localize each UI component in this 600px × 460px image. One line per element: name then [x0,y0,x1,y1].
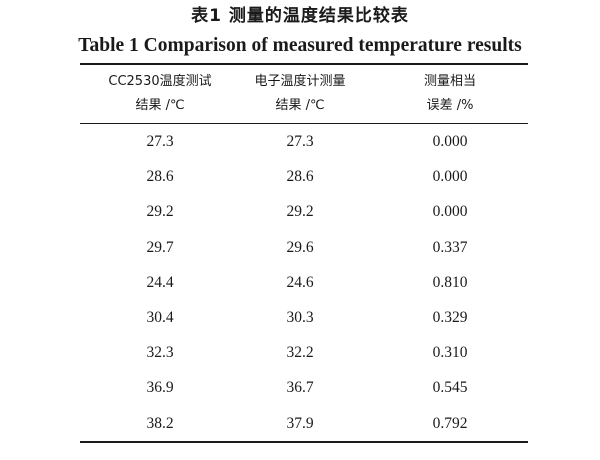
header-error-line2: 误差 /% [426,98,474,113]
cell-error: 0.337 [432,238,468,256]
cell-cc2530: 29.7 [146,238,174,256]
table-row: 32.3 32.2 0.310 [80,335,528,370]
cell-cc2530: 36.9 [146,379,174,397]
cell-thermometer: 24.6 [286,273,314,291]
cell-error: 0.310 [432,344,468,362]
cell-cc2530: 24.4 [146,273,174,291]
header-cc2530-line2: 结果 /℃ [135,98,185,113]
cell-error: 0.329 [432,308,468,326]
table-top-rule [80,63,528,65]
header-cc2530-line1: CC2530温度测试 [108,74,212,89]
cell-cc2530: 28.6 [146,168,174,186]
cell-error: 0.545 [432,379,468,397]
table-row: 38.2 37.9 0.792 [80,406,528,441]
table-row: 30.4 30.3 0.329 [80,300,528,335]
cell-cc2530: 27.3 [146,133,174,150]
cell-thermometer: 29.6 [286,238,314,256]
cell-thermometer: 32.2 [286,344,314,362]
cell-cc2530: 30.4 [146,308,174,326]
cell-thermometer: 28.6 [286,168,314,186]
table-bottom-rule [80,441,528,443]
cell-thermometer: 29.2 [286,203,314,221]
table-header-rule [80,123,528,124]
table-caption-english: Table 1 Comparison of measured temperatu… [78,35,522,56]
cell-thermometer: 30.3 [286,308,314,326]
header-thermometer-line2: 结果 /℃ [275,98,325,113]
cell-cc2530: 29.2 [146,203,174,221]
table-row: 29.7 29.6 0.337 [80,230,528,265]
table-row: 28.6 28.6 0.000 [80,159,528,194]
cell-error: 0.792 [432,414,468,432]
cell-thermometer: 27.3 [286,133,314,150]
cell-cc2530: 32.3 [146,344,174,362]
header-thermometer-result: 电子温度计测量 结果 /℃ [220,70,380,118]
table-row: 24.4 24.6 0.810 [80,265,528,300]
header-relative-error: 测量相当 误差 /% [380,70,520,118]
cell-thermometer: 36.7 [286,379,314,397]
table-row: 36.9 36.7 0.545 [80,370,528,405]
cell-thermometer: 37.9 [286,414,314,432]
header-thermometer-line1: 电子温度计测量 [254,74,346,89]
table-row: 29.2 29.2 0.000 [80,194,528,229]
cell-cc2530: 38.2 [146,414,174,432]
cell-error: 0.000 [432,133,468,150]
table-caption-chinese: 表1 测量的温度结果比较表 [191,6,409,26]
table-body: 27.3 27.3 0.000 28.6 28.6 0.000 29.2 29.… [80,124,528,441]
header-cc2530-result: CC2530温度测试 结果 /℃ [80,70,240,118]
cell-error: 0.810 [432,273,468,291]
cell-error: 0.000 [432,203,468,221]
table-row: 27.3 27.3 0.000 [80,124,528,159]
cell-error: 0.000 [432,168,468,186]
header-error-line1: 测量相当 [423,74,476,89]
